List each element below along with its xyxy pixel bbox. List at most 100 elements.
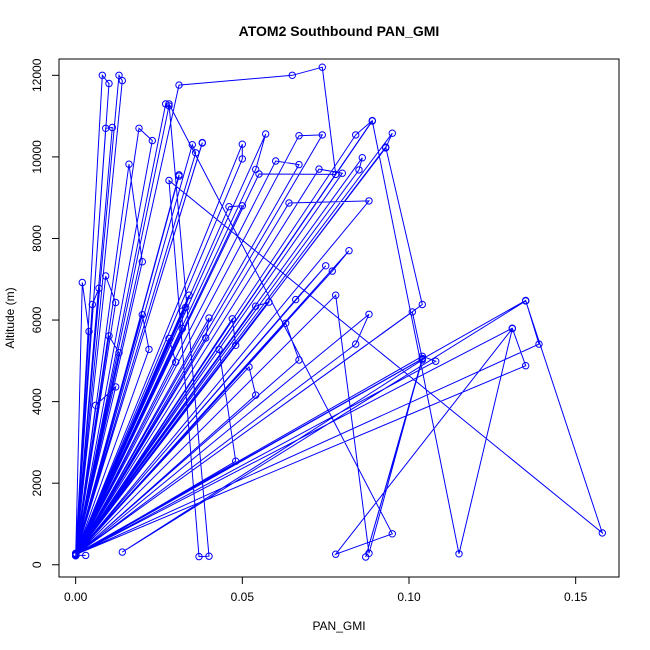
data-point [535, 340, 543, 348]
data-point [118, 548, 127, 556]
data-point [318, 63, 326, 71]
data-point [125, 160, 133, 168]
y-axis-label: Altitude (m) [3, 287, 17, 348]
data-point [238, 202, 247, 210]
data-point [355, 166, 363, 174]
data-point [455, 550, 463, 558]
x-axis: 0.00 0.05 0.10 0.15 [64, 577, 588, 604]
data-point [272, 157, 280, 165]
data-point [252, 165, 260, 174]
data-point [135, 124, 143, 133]
data-point [215, 345, 223, 354]
data-point [418, 352, 426, 360]
data-point [195, 552, 203, 561]
data-point [238, 140, 247, 148]
data-point [368, 117, 376, 125]
data-point [295, 356, 303, 364]
data-point [192, 149, 200, 157]
data-point [352, 131, 360, 139]
data-point [105, 79, 113, 88]
chart-title: ATOM2 Southbound PAN_GMI [239, 23, 440, 39]
data-point [322, 262, 330, 270]
data-point [228, 315, 237, 323]
data-point [105, 332, 113, 340]
x-tick-label: 0.05 [231, 590, 255, 604]
data-point [112, 383, 120, 391]
y-tick-label: 4000 [30, 388, 44, 415]
data-point [282, 319, 290, 327]
x-tick-label: 0.00 [64, 590, 88, 604]
data-point [408, 308, 416, 316]
data-point [78, 278, 87, 287]
data-point [288, 71, 296, 80]
data-point [165, 176, 173, 185]
data-point [138, 311, 147, 319]
data-point [245, 363, 253, 371]
data-point [418, 356, 426, 364]
y-tick-label: 6000 [30, 306, 44, 333]
data-point [112, 298, 120, 307]
data-point [175, 81, 183, 89]
data-point [352, 340, 360, 348]
data-point [295, 132, 303, 140]
data-point [388, 530, 396, 538]
plot-frame [58, 58, 620, 578]
data-point [115, 349, 123, 357]
data-point [252, 391, 260, 399]
data-point [382, 143, 390, 151]
data-point [102, 272, 110, 280]
data-point [165, 102, 173, 110]
data-point [198, 139, 207, 147]
data-point [285, 199, 293, 207]
x-axis-label: PAN_GMI [312, 619, 365, 633]
data-point [178, 307, 187, 315]
data-point [418, 300, 426, 309]
data-point [365, 197, 373, 205]
data-point [138, 258, 147, 266]
data-point [188, 141, 197, 149]
y-tick-label: 8000 [30, 225, 44, 252]
data-point [88, 300, 97, 309]
data-point [175, 172, 183, 180]
data-point [85, 327, 93, 336]
data-point [92, 401, 100, 409]
data-point [432, 357, 440, 365]
y-tick-label: 2000 [30, 470, 44, 497]
data-point [202, 334, 210, 342]
data-point [598, 529, 606, 537]
data-point [345, 247, 353, 255]
data-point [185, 291, 193, 299]
data-point [295, 160, 303, 169]
data-point [148, 136, 157, 145]
y-tick-label: 10000 [30, 140, 44, 174]
data-point [205, 314, 213, 322]
data-point [178, 324, 187, 333]
data-point [388, 129, 396, 137]
data-point [358, 154, 366, 162]
data-point [508, 324, 516, 333]
data-point [165, 100, 173, 108]
data-point [315, 165, 323, 173]
data-point [95, 284, 103, 292]
data-point [238, 155, 247, 163]
data-point [172, 358, 180, 366]
data-point [232, 457, 240, 465]
data-point [318, 131, 326, 139]
data-point [72, 551, 80, 560]
data-point [328, 267, 336, 275]
data-point [522, 297, 530, 305]
data-point [82, 551, 90, 560]
x-tick-label: 0.15 [564, 590, 588, 604]
data-point [265, 298, 273, 306]
series-layer [72, 63, 606, 561]
x-tick-label: 0.10 [397, 590, 421, 604]
data-point [262, 130, 270, 138]
data-point [252, 302, 260, 310]
data-point [118, 76, 127, 85]
data-point [145, 345, 153, 354]
data-point [338, 169, 346, 177]
data-point [362, 553, 370, 561]
data-point [165, 334, 173, 343]
data-point [522, 362, 530, 370]
